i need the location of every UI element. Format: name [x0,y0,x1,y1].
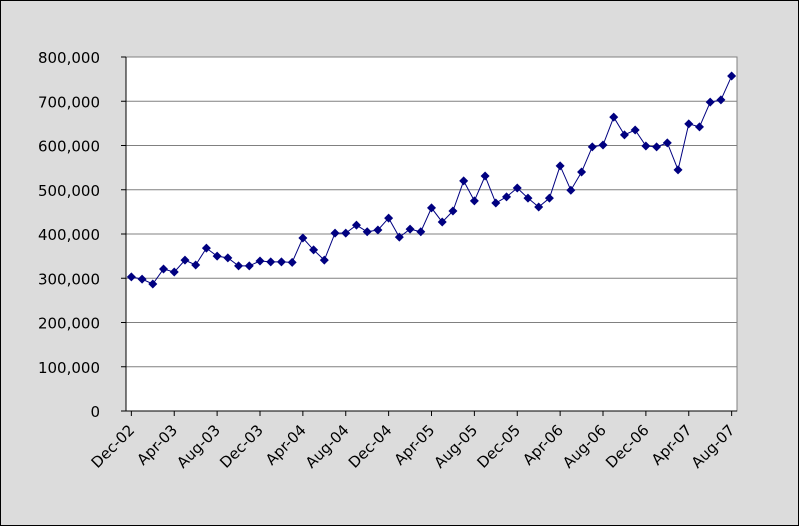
data-point [673,165,683,175]
data-point [459,176,469,186]
y-tick-label: 0 [90,403,100,421]
y-tick-label: 400,000 [38,226,100,244]
data-point [169,267,179,277]
data-point [362,227,372,237]
data-point [212,251,222,261]
data-point [619,130,629,140]
data-point [126,272,136,282]
data-point [373,225,383,235]
data-point [427,203,436,213]
data-point [502,192,512,202]
data-point [448,206,458,216]
data-point [705,97,715,107]
data-point [630,125,640,135]
data-point [266,257,276,267]
data-point [544,193,554,203]
data-point [587,142,597,152]
data-point [598,140,608,150]
data-point [244,261,254,271]
data-point [523,193,533,203]
data-point [276,257,286,267]
data-point [437,217,447,227]
data-point [491,198,501,208]
data-point [534,202,544,212]
y-tick-label: 500,000 [38,182,100,200]
data-point [662,138,672,148]
data-point [716,95,726,105]
data-point [555,161,565,171]
data-point [287,257,297,267]
data-point [309,245,319,255]
data-point [416,227,426,237]
y-tick-label: 200,000 [38,315,100,333]
data-point [405,224,415,234]
data-point [480,171,490,181]
data-point [609,112,619,122]
data-point [137,274,147,284]
data-point [351,220,361,230]
data-point [394,232,404,242]
data-point [148,279,158,289]
data-point [694,122,704,132]
data-point [512,183,522,193]
data-point [384,213,394,223]
data-point [159,264,169,274]
data-point [652,142,662,152]
data-point [319,255,329,265]
data-point [341,228,351,238]
data-point [191,260,201,270]
y-tick-label: 100,000 [38,359,100,377]
data-point [684,119,694,129]
y-tick-label: 300,000 [38,270,100,288]
data-point [180,255,190,265]
data-point [201,243,211,253]
data-point [566,185,576,195]
data-point [255,256,265,266]
data-point [330,228,340,238]
data-point [223,253,233,263]
data-point [641,141,651,151]
data-point [469,196,479,206]
y-tick-label: 600,000 [38,138,100,156]
y-tick-label: 800,000 [38,49,100,67]
data-point [577,167,587,177]
data-point [234,261,244,271]
y-tick-label: 700,000 [38,93,100,111]
data-point [298,233,308,243]
data-point [727,71,737,81]
